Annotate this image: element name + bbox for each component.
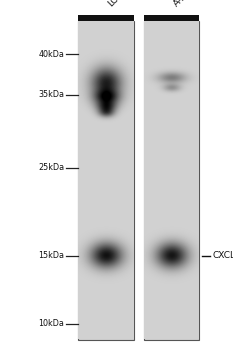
Text: 25kDa: 25kDa (38, 163, 64, 173)
Text: 10kDa: 10kDa (38, 319, 64, 328)
Text: CXCL6: CXCL6 (212, 251, 233, 260)
Text: A-549: A-549 (172, 0, 197, 9)
Text: 15kDa: 15kDa (38, 251, 64, 260)
Text: 40kDa: 40kDa (38, 50, 64, 59)
Bar (78, 15, 134, 21)
Bar (78, 21, 134, 340)
Text: LO2: LO2 (106, 0, 125, 9)
Bar (144, 15, 199, 21)
Text: 35kDa: 35kDa (38, 90, 64, 99)
Bar (144, 21, 199, 340)
